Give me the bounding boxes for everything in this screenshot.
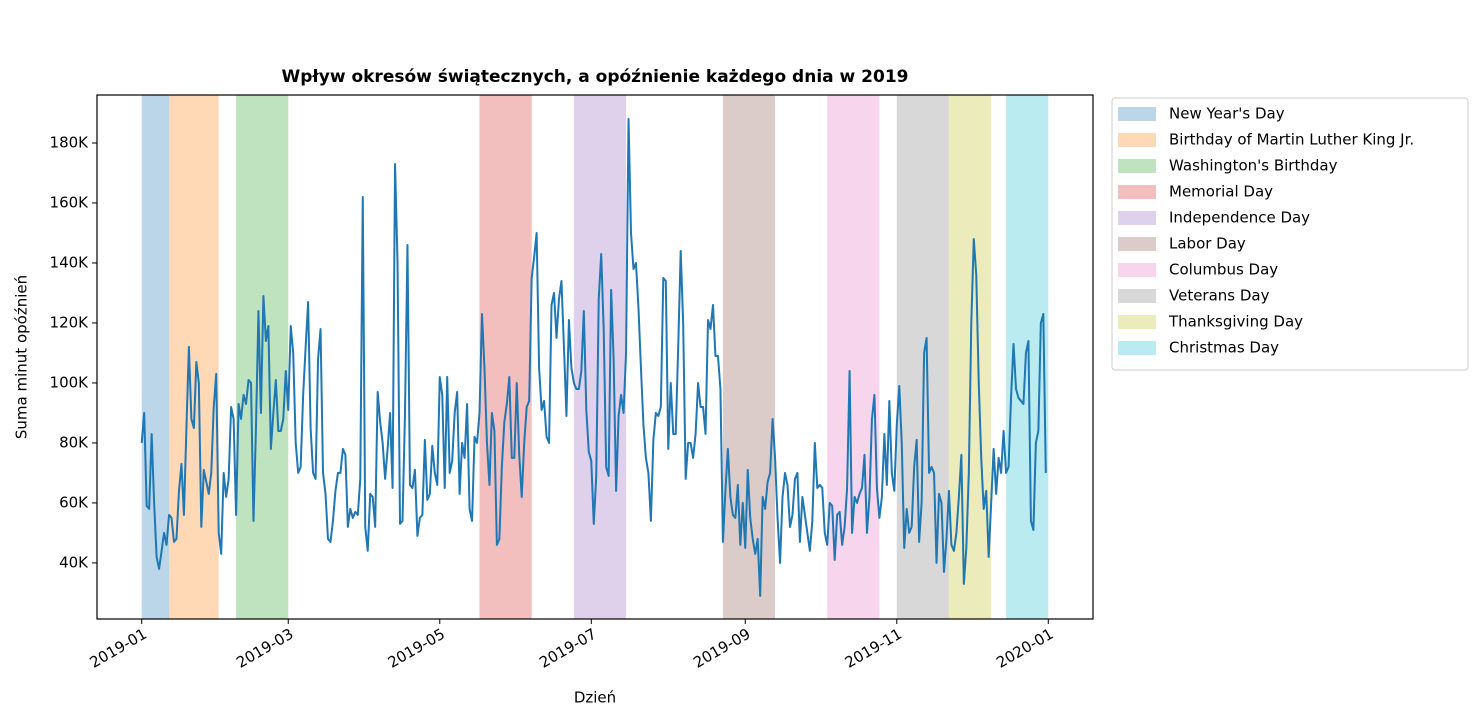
y-axis-label: Suma minut opóźnień <box>13 275 31 439</box>
plot-frame <box>96 94 1094 620</box>
holiday-span <box>722 95 776 619</box>
y-tick-label: 180K <box>50 133 90 151</box>
delay-line <box>140 118 1047 597</box>
y-tick-label: 100K <box>50 373 90 391</box>
legend-swatch <box>1118 159 1156 173</box>
legend-label: Veterans Day <box>1169 287 1270 305</box>
legend-label: Thanksgiving Day <box>1168 313 1303 331</box>
legend-swatch <box>1118 289 1156 303</box>
y-tick-label: 160K <box>50 193 90 211</box>
y-tick-label: 140K <box>50 253 90 271</box>
x-tick-label: 2019-07 <box>536 625 599 672</box>
y-tick-label: 40K <box>59 553 89 571</box>
legend-label: Christmas Day <box>1169 339 1279 357</box>
legend-swatch <box>1118 263 1156 277</box>
x-tick-label: 2020-01 <box>993 625 1056 672</box>
legend-label: Washington's Birthday <box>1169 157 1338 175</box>
holiday-span <box>479 95 532 619</box>
legend-swatch <box>1118 341 1156 355</box>
x-tick-label: 2019-03 <box>233 625 296 672</box>
legend-swatch <box>1118 185 1156 199</box>
legend-swatch <box>1118 315 1156 329</box>
legend-swatch <box>1118 133 1156 147</box>
x-tick-label: 2019-11 <box>842 625 905 672</box>
legend-swatch <box>1118 237 1156 251</box>
y-tick-label: 60K <box>59 493 89 511</box>
chart-title: Wpływ okresów świątecznych, a opóźnienie… <box>282 67 909 87</box>
x-tick-label: 2019-05 <box>385 625 448 672</box>
legend-label: Labor Day <box>1169 235 1246 253</box>
legend-box <box>1111 97 1469 371</box>
legend-swatch <box>1118 211 1156 225</box>
x-tick-label: 2019-01 <box>87 625 150 672</box>
x-axis-label: Dzień <box>574 689 616 707</box>
y-tick-label: 120K <box>50 313 90 331</box>
y-tick-label: 80K <box>59 433 89 451</box>
legend-label: Memorial Day <box>1169 183 1273 201</box>
x-tick-label: 2019-09 <box>690 625 753 672</box>
legend-label: New Year's Day <box>1169 105 1285 123</box>
legend-label: Independence Day <box>1169 209 1310 227</box>
legend-swatch <box>1118 107 1156 121</box>
legend-label: Columbus Day <box>1169 261 1278 279</box>
legend-label: Birthday of Martin Luther King Jr. <box>1169 131 1414 149</box>
